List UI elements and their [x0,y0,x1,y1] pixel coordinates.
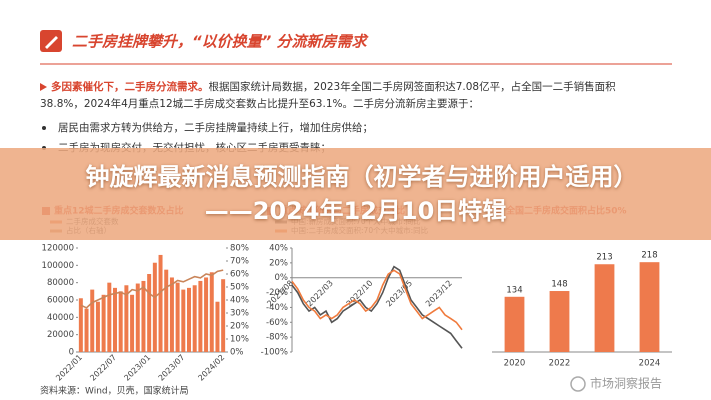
y-tick-label: 80000 [47,278,74,288]
bar [175,282,180,352]
y2-tick-label: 60% [230,270,249,280]
y-tick-label: -60% [266,318,288,328]
bar [135,283,140,352]
bar [147,274,152,352]
x-tick-label: 2023/12 [424,279,454,309]
bar [639,262,660,352]
y2-tick-label: 80% [230,244,249,254]
bar [152,262,157,352]
banner [0,148,711,240]
y-tick-label: 20000 [47,330,74,340]
y-tick-label: 40000 [47,313,74,323]
y2-tick-label: 0% [230,348,244,358]
y-tick-label: 40% [269,244,288,254]
x-tick-label: 2023/01 [122,353,152,383]
bar [594,264,615,352]
bar [181,289,186,352]
paragraph: 多因素催化下，二手房分流需求。根据国家统计局数据，2023年全国二手房网签面积达… [51,80,616,93]
value-label: 134 [506,285,522,295]
watermark-icon [570,376,586,392]
bullet-arrow [40,83,47,91]
bar [504,296,525,352]
watermark: 市场洞察报告 [590,376,662,391]
y-tick-label: -20% [266,288,288,298]
bar [141,280,146,352]
y-tick-label: 20% [269,258,288,268]
bar [198,280,203,352]
series-line [291,265,463,349]
bar [221,279,226,352]
paragraph-line: 38.8%，2024年4月重点12城二手房成交套数占比提升至63.1%。二手房分… [40,97,479,110]
x-tick-label: 2022 [549,359,571,369]
bar [101,294,106,352]
bar [95,301,100,352]
bar [164,269,169,352]
bullet-dot [42,126,46,130]
bar [192,285,197,352]
bar [204,277,209,352]
x-tick-label: 2024/02 [196,353,226,383]
y-tick-label: 120000 [42,244,74,254]
x-tick-label: 2023/05 [384,279,414,309]
y-tick-label: 0% [275,273,289,283]
y-tick-label: -100% [261,348,288,358]
bar [130,294,135,352]
bar [158,254,163,352]
series-line [80,269,224,309]
bar [90,289,95,352]
paragraph-line: 根据国家统计局数据，2023年全国二手房网签面积达7.08亿平，占全国一二手销售… [209,80,617,93]
bar [113,287,117,352]
bar [169,277,174,352]
y2-tick-label: 30% [230,309,249,319]
value-label: 213 [596,253,612,263]
bar [84,308,89,352]
bar [549,291,570,352]
y-tick-label: 100000 [42,261,74,271]
x-tick-label: 2023/07 [157,353,187,383]
bar [209,272,214,352]
value-label: 148 [551,280,567,290]
bar [124,285,129,352]
header-title: 二手房挂牌攀升，“以价换量” 分流新房需求 [72,33,369,51]
value-label: 218 [641,251,657,261]
paragraph-lead: 多因素催化下，二手房分流需求。 [51,80,209,93]
x-tick-label: 2020 [504,359,526,369]
y2-tick-label: 10% [230,335,249,345]
banner-title: 钟旋辉最新消息预测指南（初学者与进阶用户适用）——2024年12月10日特辑 [85,163,626,225]
bullet: 居民由需求方转为供给方，二手房挂牌量持续上行，增加住房供给； [58,121,373,134]
x-tick-label: 2024 [639,359,661,369]
bar [78,298,83,352]
y-tick-label: 0 [69,348,74,358]
bar [118,291,123,352]
header-icon-pen [45,36,58,49]
y2-tick-label: 20% [230,322,249,332]
bar [187,287,191,352]
y2-tick-label: 70% [230,257,249,267]
x-tick-label: 2022/07 [88,353,118,383]
y-tick-label: -40% [266,303,288,313]
y2-tick-label: 50% [230,283,249,293]
y-tick-label: -80% [266,333,288,343]
bar [107,282,112,352]
bar [215,301,220,352]
series-line [291,269,463,331]
source: 资料来源：Wind，贝壳，国家统计局 [40,385,189,397]
y2-tick-label: 40% [230,296,249,306]
x-tick-label: 2022/03 [305,279,335,309]
y-tick-label: 60000 [47,296,74,306]
